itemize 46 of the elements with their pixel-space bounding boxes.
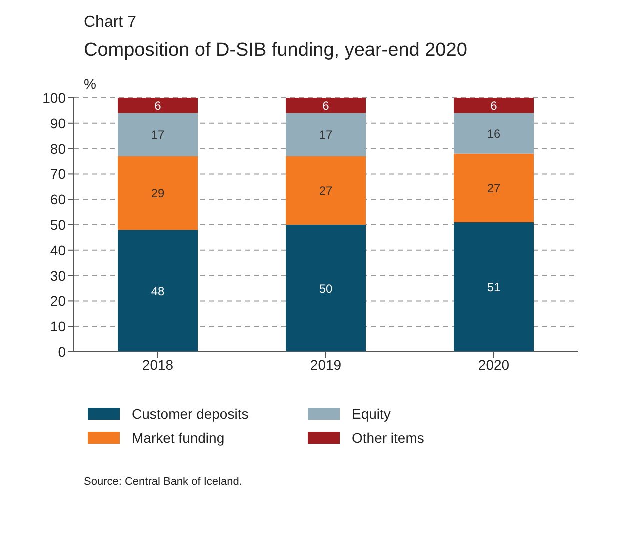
data-label: 48 — [151, 284, 165, 298]
x-tick-label: 2020 — [478, 356, 510, 373]
data-label: 17 — [319, 128, 333, 142]
data-label: 27 — [319, 184, 333, 198]
bar — [454, 154, 534, 222]
legend-label: Market funding — [131, 429, 226, 448]
y-tick-label: 40 — [50, 242, 66, 258]
data-label: 27 — [487, 181, 501, 196]
data-label: 6 — [322, 98, 330, 113]
legend-label: Other items — [351, 429, 426, 448]
data-label: 29 — [151, 186, 165, 201]
data-label: 17 — [151, 128, 165, 142]
data-label: 50 — [319, 282, 333, 296]
bar — [286, 113, 366, 156]
y-tick-label: 100 — [42, 90, 66, 106]
data-label: 51 — [487, 280, 501, 294]
x-tick-label: 2018 — [142, 356, 174, 373]
y-axis-title: % — [84, 76, 98, 92]
chart-subtitle: Chart 7 — [84, 14, 138, 32]
legend-label: Equity — [351, 405, 392, 424]
data-label: 16 — [487, 126, 501, 141]
y-tick-label: 0 — [58, 344, 66, 360]
y-tick-label: 30 — [50, 268, 66, 284]
bar — [118, 230, 198, 352]
y-tick-label: 60 — [50, 192, 66, 208]
bar — [454, 98, 534, 114]
bar — [118, 113, 198, 156]
x-tick-label: 2019 — [310, 356, 342, 373]
y-tick-label: 50 — [50, 216, 66, 233]
bar — [454, 222, 534, 352]
y-tick-label: 70 — [50, 166, 66, 182]
chart-title: Composition of D-SIB funding, year-end 2020 — [84, 40, 468, 62]
bar — [454, 113, 534, 154]
legend-label: Customer deposits — [131, 405, 250, 424]
data-label: 6 — [154, 98, 162, 113]
bar — [286, 225, 366, 352]
y-tick-label: 90 — [50, 115, 66, 132]
data-label: 6 — [490, 98, 498, 113]
y-tick-label: 10 — [50, 318, 66, 335]
bar — [286, 156, 366, 225]
y-tick-label: 80 — [50, 140, 66, 157]
bar — [286, 98, 366, 114]
bar — [118, 156, 198, 230]
y-tick-label: 20 — [50, 293, 66, 310]
bar — [118, 98, 198, 114]
source-note: Source: Central Bank of Iceland. — [84, 476, 244, 488]
